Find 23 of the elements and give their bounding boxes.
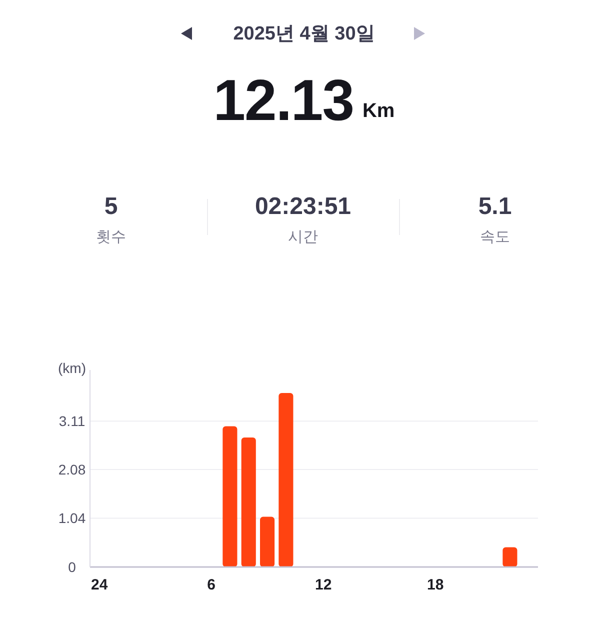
bar — [222, 426, 238, 567]
bar — [241, 438, 256, 567]
text: 5 — [104, 193, 118, 220]
y-tick-label: 3.11 — [58, 413, 86, 430]
bar — [278, 392, 294, 567]
y-tick-label: 0 — [68, 558, 76, 575]
text: 횟수 — [96, 228, 126, 246]
chart-title: 2025년 4월 30일 — [233, 24, 375, 44]
text: Km — [362, 100, 395, 122]
y-axis-title: (km) — [58, 360, 86, 376]
y-tick-label: 1.04 — [58, 510, 86, 526]
x-tick-label: 18 — [426, 576, 444, 594]
text: 02:23:51 — [254, 193, 352, 220]
y-tick-label: 2.08 — [58, 461, 86, 478]
x-tick-label: 12 — [314, 576, 332, 594]
text: 5.1 — [478, 193, 512, 220]
text: 12.13 — [213, 68, 354, 133]
bar — [502, 547, 518, 567]
x-tick-label: 24 — [90, 576, 108, 594]
bar — [260, 516, 275, 567]
text: 속도 — [480, 228, 510, 246]
text: 시간 — [288, 228, 318, 246]
x-tick-label: 6 — [207, 576, 216, 594]
